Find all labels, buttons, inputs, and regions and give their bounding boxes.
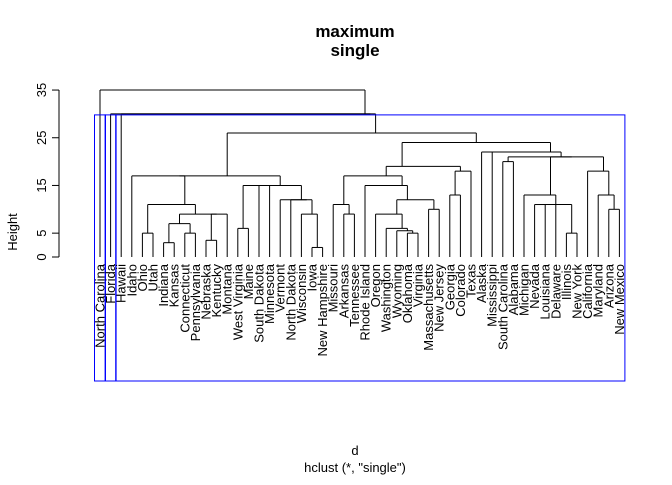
- leaf-label: Florida: [103, 263, 118, 304]
- leaf-label: Kentucky: [209, 264, 224, 318]
- leaf-label: Louisiana: [538, 263, 553, 319]
- leaf-label: Minnesota: [262, 263, 277, 324]
- y-tick-label: 35: [34, 83, 49, 97]
- leaf-label: Colorado: [453, 264, 468, 317]
- leaf-label: New Hampshire: [315, 264, 330, 356]
- leaf-label: New York: [570, 264, 585, 319]
- leaf-label: Nebraska: [199, 263, 214, 319]
- leaf-label: Pennsylvania: [188, 263, 203, 341]
- leaf-label: Montana: [220, 263, 235, 314]
- leaf-label: Maine: [241, 264, 256, 299]
- y-axis-label: Height: [5, 213, 20, 251]
- leaf-label: North Dakota: [283, 263, 298, 340]
- leaf-label: Wisconsin: [294, 264, 309, 323]
- dendrogram-branches: [99, 89, 620, 257]
- leaf-label: Washington: [379, 264, 394, 332]
- leaf-label: Kansas: [167, 264, 182, 308]
- leaf-label: West Virginia: [230, 263, 245, 340]
- leaf-label: Oklahoma: [400, 263, 415, 323]
- leaf-label: Rhode Island: [358, 264, 373, 341]
- leaf-label: Hawaii: [114, 264, 129, 303]
- leaf-label: Vermont: [273, 264, 288, 313]
- leaf-label: New Mexico: [612, 264, 627, 335]
- leaf-label: Connecticut: [177, 264, 192, 333]
- leaf-label: Mississippi: [485, 264, 500, 327]
- method-sublabel: hclust (*, "single"): [304, 460, 406, 475]
- cluster-boxes: [94, 114, 626, 382]
- leaf-label: Massachusetts: [421, 264, 436, 351]
- leaf-label: Maryland: [591, 264, 606, 317]
- leaf-label: Georgia: [442, 263, 457, 310]
- leaf-label: Idaho: [124, 264, 139, 297]
- leaf-label: North Carolina: [93, 263, 108, 348]
- chart-title-line-2: single: [330, 41, 379, 60]
- leaf-label: New Jersey: [432, 264, 447, 332]
- leaf-label: Virginia: [411, 263, 426, 307]
- leaf-label: Illinois: [559, 264, 574, 301]
- leaf-label: Missouri: [326, 264, 341, 313]
- leaf-label: Arizona: [601, 263, 616, 308]
- leaf-label: Alabama: [506, 263, 521, 315]
- leaf-label: Indiana: [156, 263, 171, 306]
- y-tick-label: 0: [34, 253, 49, 260]
- leaf-label: South Carolina: [495, 263, 510, 350]
- leaf-label: California: [580, 263, 595, 319]
- leaf-label: Delaware: [548, 264, 563, 319]
- y-tick-label: 15: [34, 178, 49, 192]
- leaf-label: Oregon: [368, 264, 383, 307]
- leaf-label: Ohio: [135, 264, 150, 291]
- y-tick-label: 25: [34, 131, 49, 145]
- leaf-label: Texas: [464, 264, 479, 298]
- leaf-labels: North CarolinaFloridaHawaiiIdahoOhioUtah…: [93, 263, 627, 356]
- leaf-label: Wyoming: [389, 264, 404, 318]
- leaf-label: Tennessee: [347, 264, 362, 327]
- leaf-label: Iowa: [305, 263, 320, 291]
- y-tick-label: 5: [34, 230, 49, 237]
- leaf-label: Arkansas: [336, 264, 351, 319]
- leaf-label: South Dakota: [252, 263, 267, 343]
- y-axis: 0 5 15 25 35: [34, 83, 60, 261]
- leaf-label: Michigan: [517, 264, 532, 316]
- leaf-label: Alaska: [474, 263, 489, 303]
- chart-title-line-1: maximum: [315, 22, 394, 41]
- cluster-box: [115, 114, 626, 382]
- x-axis-label: d: [351, 443, 358, 458]
- leaf-label: Utah: [146, 264, 161, 291]
- leaf-label: Nevada: [527, 263, 542, 309]
